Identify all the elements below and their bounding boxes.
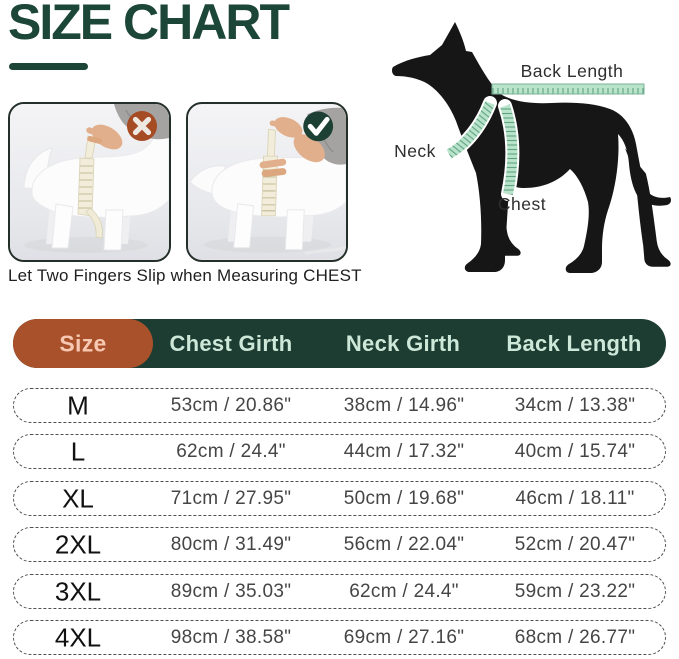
dog-silhouette bbox=[392, 22, 674, 273]
measure-wrong-illustration bbox=[10, 104, 169, 260]
row-chest-value: 98cm / 38.58" bbox=[170, 626, 292, 648]
table-row: 2XL 80cm / 31.49" 56cm / 22.04" 52cm / 20.4… bbox=[13, 527, 666, 562]
table-row: 3XL 89cm / 35.03" 62cm / 24.4" 59cm / 23.22… bbox=[13, 574, 666, 609]
table-row: XL 71cm / 27.95" 50cm / 19.68" 46cm / 18.11… bbox=[13, 481, 666, 516]
page-title: SIZE CHART bbox=[8, 0, 290, 50]
size-header-pill bbox=[13, 319, 153, 368]
row-chest-value: 62cm / 24.4" bbox=[176, 440, 286, 462]
measure-wrong-photo bbox=[8, 102, 171, 262]
table-row: 4XL 98cm / 38.58" 69cm / 27.16" 68cm / 26.7… bbox=[13, 620, 666, 655]
table-row: M 53cm / 20.86" 38cm / 14.96" 34cm / 13.38" bbox=[13, 388, 666, 423]
row-size-label: XL bbox=[62, 483, 94, 513]
dog-mannequin bbox=[23, 117, 169, 251]
row-neck-value: 44cm / 17.32" bbox=[343, 440, 465, 462]
header-chest-girth: Chest Girth bbox=[169, 330, 293, 356]
neck-tape-icon bbox=[442, 96, 497, 161]
header-size: Size bbox=[59, 330, 107, 356]
row-size-label: 4XL bbox=[54, 622, 102, 652]
check-badge-icon bbox=[303, 111, 334, 142]
row-neck-value: 38cm / 14.96" bbox=[343, 394, 465, 416]
row-back-value: 46cm / 18.11" bbox=[515, 487, 635, 509]
row-chest-value: 80cm / 31.49" bbox=[170, 533, 292, 555]
row-chest-value: 89cm / 35.03" bbox=[170, 580, 292, 602]
back-length-ruler-icon bbox=[491, 83, 645, 95]
row-neck-value: 50cm / 19.68" bbox=[343, 487, 465, 509]
chest-label: Chest bbox=[498, 194, 546, 214]
back-length-label: Back Length bbox=[521, 61, 624, 81]
row-size-label: L bbox=[70, 436, 86, 466]
chest-tape-icon bbox=[498, 99, 520, 201]
title-underline bbox=[9, 63, 88, 70]
header-neck-girth: Neck Girth bbox=[345, 330, 461, 356]
row-back-value: 68cm / 26.77" bbox=[514, 626, 636, 648]
measure-right-photo bbox=[186, 102, 348, 262]
row-size-label: 3XL bbox=[54, 576, 102, 606]
row-size-label: M bbox=[67, 390, 89, 420]
row-neck-value: 56cm / 22.04" bbox=[343, 533, 465, 555]
row-back-value: 59cm / 23.22" bbox=[514, 580, 636, 602]
header-back-length: Back Length bbox=[506, 330, 642, 356]
row-neck-value: 62cm / 24.4" bbox=[349, 580, 459, 602]
table-row: L 62cm / 24.4" 44cm / 17.32" 40cm / 15.74" bbox=[13, 434, 666, 469]
x-badge-icon bbox=[127, 111, 157, 141]
row-back-value: 40cm / 15.74" bbox=[514, 440, 636, 462]
size-table-header: Size Chest Girth Neck Girth Back Length bbox=[13, 319, 666, 368]
row-back-value: 52cm / 20.47" bbox=[514, 533, 636, 555]
guide-caption: Let Two Fingers Slip when Measuring CHES… bbox=[8, 266, 362, 285]
row-size-label: 2XL bbox=[54, 529, 102, 559]
neck-label: Neck bbox=[394, 141, 436, 161]
dog-measurement-diagram: Back Length Neck Chest bbox=[392, 22, 674, 273]
row-chest-value: 53cm / 20.86" bbox=[170, 394, 292, 416]
row-back-value: 34cm / 13.38" bbox=[514, 394, 636, 416]
dog-mannequin bbox=[189, 133, 346, 255]
row-chest-value: 71cm / 27.95" bbox=[170, 487, 292, 509]
measure-right-illustration bbox=[188, 104, 346, 260]
row-neck-value: 69cm / 27.16" bbox=[343, 626, 465, 648]
